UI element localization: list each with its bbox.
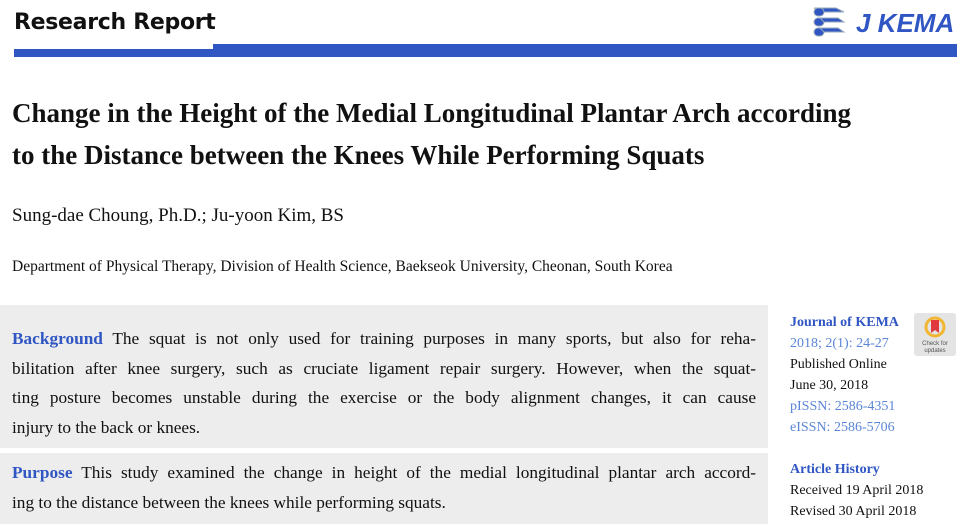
abstract-background: Background The squat is not only used fo… [12, 329, 756, 437]
article-title: Change in the Height of the Medial Longi… [12, 98, 852, 170]
abstract-purpose: Purpose This study examined the change i… [12, 463, 757, 512]
journal-logo: J KEMA [812, 6, 954, 40]
books-icon [813, 7, 846, 37]
section-label: Research Report [14, 10, 216, 35]
journal-info: Journal of KEMA 2018; 2(1): 24-27 Publis… [790, 315, 899, 435]
background-box [0, 305, 768, 448]
affiliation: Department of Physical Therapy, Division… [12, 258, 673, 275]
authors: Sung-dae Choung, Ph.D.; Ju-yoon Kim, BS [12, 205, 344, 226]
header-rule-thick [213, 44, 957, 57]
bookmark-icon [924, 316, 946, 338]
purpose-box [0, 453, 768, 524]
citation-link[interactable]: 2018; 2(1): 24-27 [790, 336, 889, 351]
check-for-updates-button[interactable]: Check for updates [914, 313, 956, 356]
article-history: Article History Received 19 April 2018 R… [790, 462, 924, 519]
header-rule [14, 49, 214, 57]
